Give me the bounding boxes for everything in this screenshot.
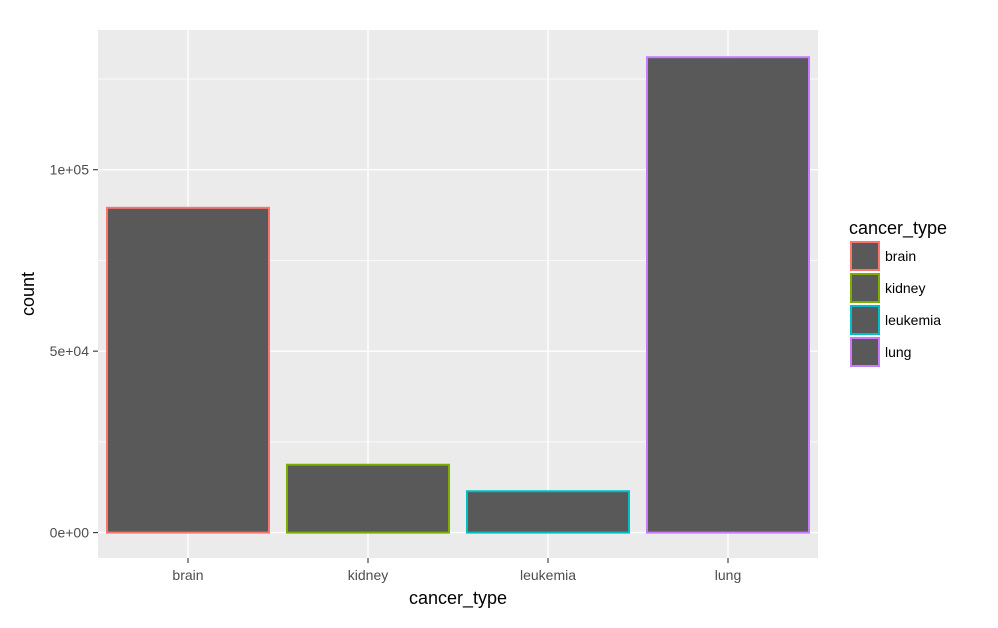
x-axis-ticks: brain kidney leukemia lung [172,558,741,583]
y-tick-label: 1e+05 [50,162,90,178]
legend-label-lung: lung [885,344,911,360]
y-axis-title: count [18,272,38,316]
y-tick-label: 0e+00 [50,525,90,541]
bars [106,56,810,534]
legend-label-leukemia: leukemia [885,312,941,328]
bar-leukemia [466,490,630,534]
legend-key-kidney [850,273,880,303]
bar-kidney [286,463,450,534]
y-tick-label: 5e+04 [50,343,90,359]
x-tick-label: kidney [348,567,388,583]
legend-label-kidney: kidney [885,280,925,296]
x-axis-title: cancer_type [409,588,507,609]
legend-key-leukemia [850,305,880,335]
legend: cancer_type brain kidney leukemia lung [849,218,947,367]
legend-title: cancer_type [849,218,947,239]
legend-key-brain [850,241,880,271]
legend-label-brain: brain [885,248,916,264]
x-tick-label: brain [172,567,203,583]
bar-brain [106,206,270,534]
x-tick-label: leukemia [520,567,576,583]
y-axis-ticks: 0e+00 5e+04 1e+05 [50,162,98,541]
legend-key-lung [850,337,880,367]
bar-lung [646,56,810,534]
x-tick-label: lung [715,567,741,583]
